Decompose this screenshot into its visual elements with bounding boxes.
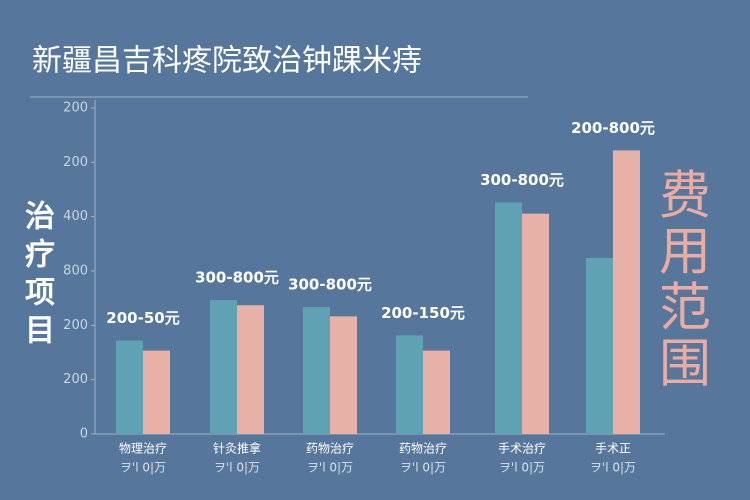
x-sub-label: ヲ'l 0|万 [499, 461, 545, 475]
bar [423, 350, 450, 434]
annotation: 300-800元 [288, 276, 372, 294]
x-tick-label: 药物治疗 [306, 442, 354, 456]
chart-title: 新疆昌吉科疼院致治钟踝米痔 [32, 44, 422, 79]
x-tick-label: 手术正 [595, 442, 631, 456]
bar [396, 335, 423, 434]
x-sub-label: ヲ'l 0|万 [307, 461, 353, 475]
y-tick-label: 200 [63, 101, 88, 116]
annotation: 300-800元 [195, 269, 279, 287]
x-sub-label: ヲ'l 0|万 [120, 461, 166, 475]
side-label-char: 范 [659, 279, 711, 339]
y-tick-label: 400 [63, 209, 88, 224]
x-sub-label: ヲ'l 0|万 [400, 461, 446, 475]
bar [330, 316, 357, 434]
side-label-char: 用 [659, 223, 711, 283]
annotation: 200-800元 [571, 119, 655, 137]
x-tick-label: 药物治疗 [399, 442, 447, 456]
bar [613, 150, 640, 434]
annotation: 200-150元 [381, 304, 465, 322]
y-axis-label-char: 目 [25, 314, 55, 349]
side-label-char: 围 [659, 335, 711, 395]
y-tick-label: 200 [63, 155, 88, 170]
bar [495, 202, 522, 434]
y-tick-label: 800 [63, 264, 88, 279]
annotation: 200-50元 [106, 309, 179, 327]
bar [143, 350, 170, 434]
y-axis-label-char: 疗 [25, 238, 55, 273]
bar [522, 213, 549, 434]
x-sub-label: ヲ'l 0|万 [214, 461, 260, 475]
y-tick-label: 200 [63, 318, 88, 333]
x-tick-label: 物理治疗 [119, 442, 167, 456]
bar [116, 340, 143, 434]
x-sub-label: ヲ'l 0|万 [590, 461, 636, 475]
y-axis-label-char: 项 [25, 276, 55, 311]
bar [210, 300, 237, 434]
side-label-char: 费 [659, 167, 711, 227]
y-axis-label-char: 治 [25, 200, 55, 235]
bar [586, 257, 613, 434]
y-tick-label: 200 [63, 372, 88, 387]
annotation: 300-800元 [480, 171, 564, 189]
x-tick-label: 针灸推拿 [213, 441, 261, 456]
x-tick-label: 手术治疗 [498, 442, 546, 456]
y-tick-label: 0 [80, 427, 88, 442]
bar [303, 307, 330, 434]
bar [237, 305, 264, 434]
